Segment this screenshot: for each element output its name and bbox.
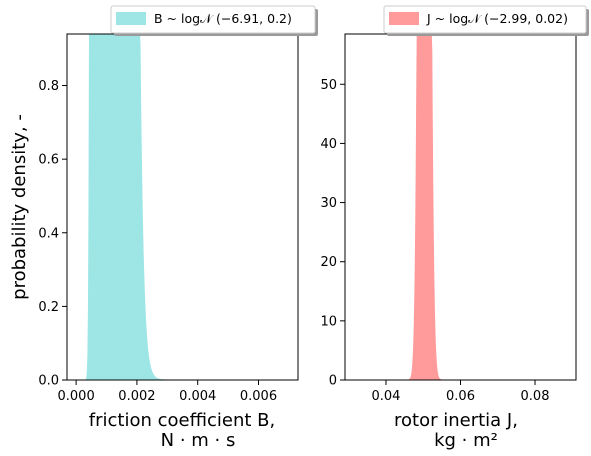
legend-label-right: J ~ log𝒩 (−2.99, 0.02) <box>426 11 568 26</box>
x-axis-units-left: N · m · s <box>161 430 236 451</box>
y-axis-label-left: probability density, - <box>9 114 30 300</box>
x-ticks-right: 0.04 0.06 0.08 <box>372 380 550 404</box>
x-tick-label-inertia: 0.04 <box>372 389 401 404</box>
y-tick-label-friction: 0.4 <box>38 226 59 241</box>
legend-left: B ~ log𝒩 (−6.91, 0.2) <box>110 5 318 36</box>
y-tick-label-inertia: 20 <box>320 255 337 270</box>
legend-label-left: B ~ log𝒩 (−6.91, 0.2) <box>154 11 292 26</box>
y-tick-label-friction: 0.2 <box>38 300 59 315</box>
legend-swatch-left <box>116 12 146 25</box>
x-axis-units-right: kg · m² <box>434 430 498 451</box>
axes-frame-right <box>344 33 577 381</box>
density-area-inertia <box>356 33 565 381</box>
x-tick-label-friction: 0.006 <box>240 389 277 404</box>
y-tick-label-inertia: 10 <box>320 314 337 329</box>
x-ticks-left: 0.000 0.002 0.004 0.006 <box>58 380 277 404</box>
y-tick-label-inertia: 0 <box>329 374 337 389</box>
x-axis-label-left: friction coefficient B, <box>89 410 275 431</box>
y-ticks-right: 0 10 20 30 40 50 <box>320 78 345 389</box>
y-tick-label-inertia: 30 <box>320 196 337 211</box>
x-tick-label-inertia: 0.06 <box>446 389 475 404</box>
y-tick-label-friction: 0.8 <box>38 79 59 94</box>
x-tick-label-friction: 0.000 <box>58 389 95 404</box>
y-ticks-left: 0.0 0.2 0.4 0.6 0.8 <box>38 79 67 389</box>
x-axis-label-right: rotor inertia J, <box>394 410 518 431</box>
legend-box-right <box>383 5 587 34</box>
legend-right: J ~ log𝒩 (−2.99, 0.02) <box>383 5 589 36</box>
x-tick-label-friction: 0.004 <box>179 389 216 404</box>
y-tick-label-inertia: 50 <box>320 78 337 93</box>
y-tick-label-friction: 0.0 <box>38 374 59 389</box>
legend-box-left <box>110 5 316 34</box>
x-tick-label-inertia: 0.08 <box>521 389 550 404</box>
y-tick-label-inertia: 40 <box>320 137 337 152</box>
density-area-friction <box>84 33 298 381</box>
legend-swatch-right <box>389 12 419 25</box>
chart-left: 0.000 0.002 0.004 0.006 0.0 0.2 0.4 0.6 0.8 pro… <box>9 5 318 451</box>
x-tick-label-friction: 0.002 <box>118 389 155 404</box>
y-tick-label-friction: 0.6 <box>38 153 59 168</box>
chart-right: 0.04 0.06 0.08 0 10 20 30 40 50 rotor inertia J… <box>320 5 589 451</box>
